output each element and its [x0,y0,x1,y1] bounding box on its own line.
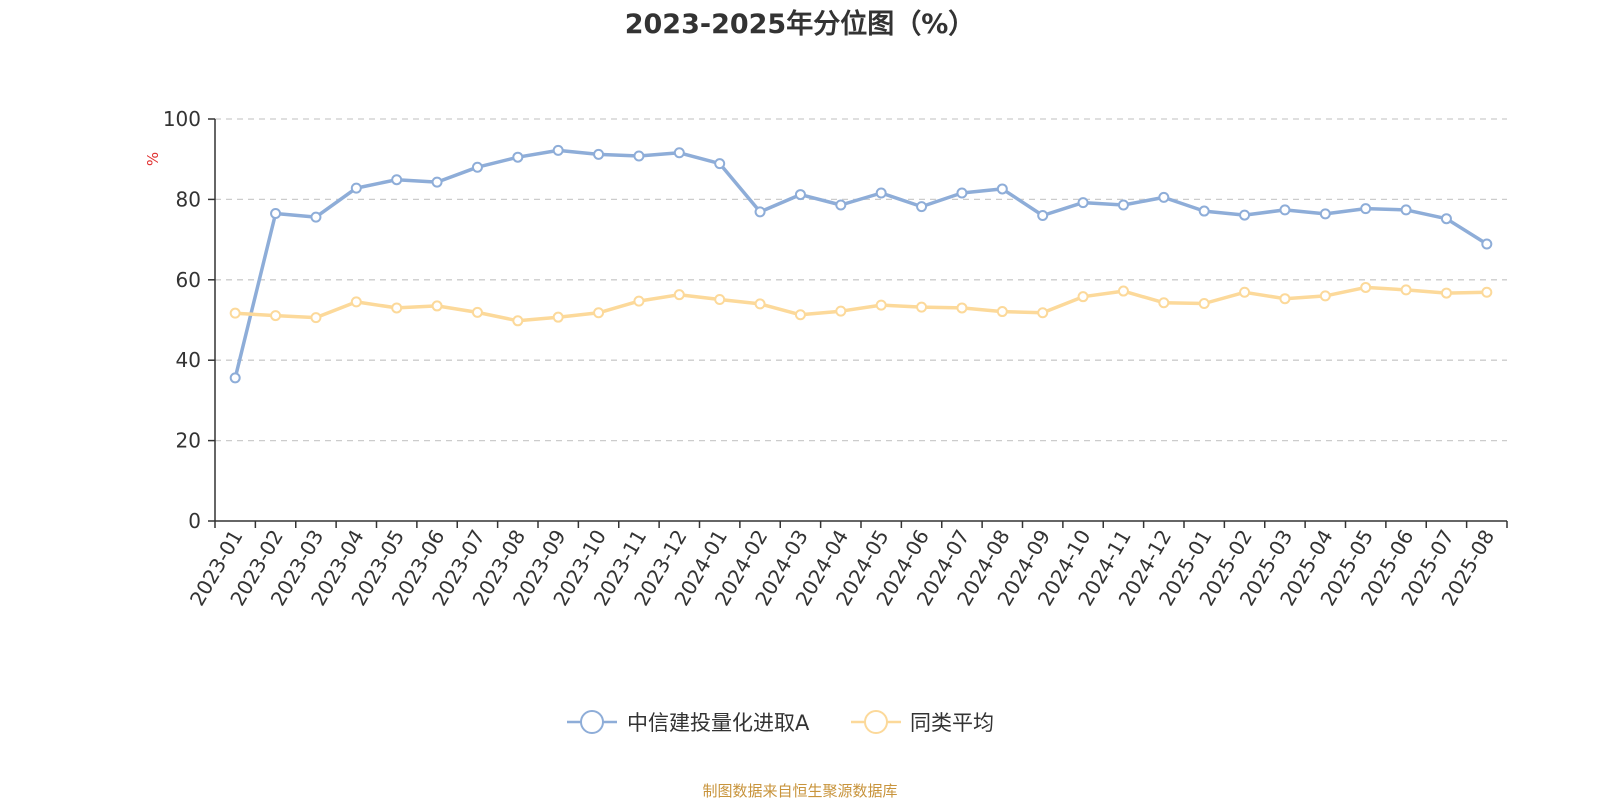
series-1-point [1319,208,1331,220]
series-1-point [673,147,685,159]
series-1-point [794,189,806,201]
series-1-point [391,174,403,186]
series-2-point [512,315,524,327]
series-2-point [552,311,564,323]
series-2-point [794,309,806,321]
series-2-point [1440,287,1452,299]
series-2-point [875,299,887,311]
series-2-point [1319,290,1331,302]
series-2-point [1360,281,1372,293]
series-2-point [229,307,241,319]
series-1-point [1279,204,1291,216]
series-1-point [1198,205,1210,217]
y-tick-label: 0 [188,509,201,533]
series-1-point [1400,204,1412,216]
series-2-point [673,289,685,301]
series-1-point [471,161,483,173]
series-2-point [916,301,928,313]
series-2-point [1037,307,1049,319]
series-1-point [835,199,847,211]
series-1-point [431,176,443,188]
series-1-point [1239,209,1251,221]
series-2-point [1279,293,1291,305]
y-tick-label: 40 [176,348,201,372]
y-tick-label: 100 [163,107,201,131]
series-2-point [471,306,483,318]
series-1-point [956,187,968,199]
series-1-point [996,183,1008,195]
chart-title: 2023-2025年分位图（%） [624,9,976,40]
series-2-point [350,296,362,308]
series-1-point [916,201,928,213]
series-1-point [754,206,766,218]
series-1-point [1158,191,1170,203]
series-2-point [1198,298,1210,310]
legend-marker-1 [580,710,604,734]
series-2-point [1077,291,1089,303]
series-1-point [310,211,322,223]
y-tick-label: 20 [176,429,201,453]
series-1-point [593,148,605,160]
series-line-1 [233,148,1489,380]
series-2-point [996,306,1008,318]
series-2-point [1400,284,1412,296]
series-line-2 [233,285,1489,323]
series-1-point [229,372,241,384]
series-lines [229,144,1493,384]
series-1-point [714,158,726,170]
series-2-point [633,295,645,307]
series-1-point [512,151,524,163]
series-2-point [714,293,726,305]
series-1-point [1077,197,1089,209]
series-1-point [875,187,887,199]
y-tick-label: 60 [176,268,201,292]
series-1-point [1481,238,1493,250]
series-2-point [1239,286,1251,298]
series-2-point [391,302,403,314]
legend: 中信建投量化进取A 同类平均 [567,710,994,735]
series-2-point [1158,297,1170,309]
series-2-point [835,305,847,317]
y-tick-label: 80 [176,187,201,211]
series-2-point [310,312,322,324]
source-note: 制图数据来自恒生聚源数据库 [702,782,898,800]
series-2-point [593,307,605,319]
axes: 020406080100%2023-012023-022023-032023-0… [144,107,1508,610]
series-1-point [1037,209,1049,221]
series-2-point [1481,286,1493,298]
series-1-point [1440,213,1452,225]
legend-label-2: 同类平均 [910,711,994,735]
series-1-point [1117,199,1129,211]
series-2-point [270,310,282,322]
series-1-point [270,207,282,219]
series-2-point [956,302,968,314]
series-2-point [754,298,766,310]
grid-lines [215,118,1507,442]
series-2-point [431,300,443,312]
y-axis-label: % [144,152,162,166]
legend-label-1: 中信建投量化进取A [627,711,810,735]
series-1-point [552,144,564,156]
series-2-point [1117,285,1129,297]
series-1-point [350,182,362,194]
series-1-point [633,150,645,162]
legend-marker-2 [864,710,888,734]
series-1-point [1360,203,1372,215]
